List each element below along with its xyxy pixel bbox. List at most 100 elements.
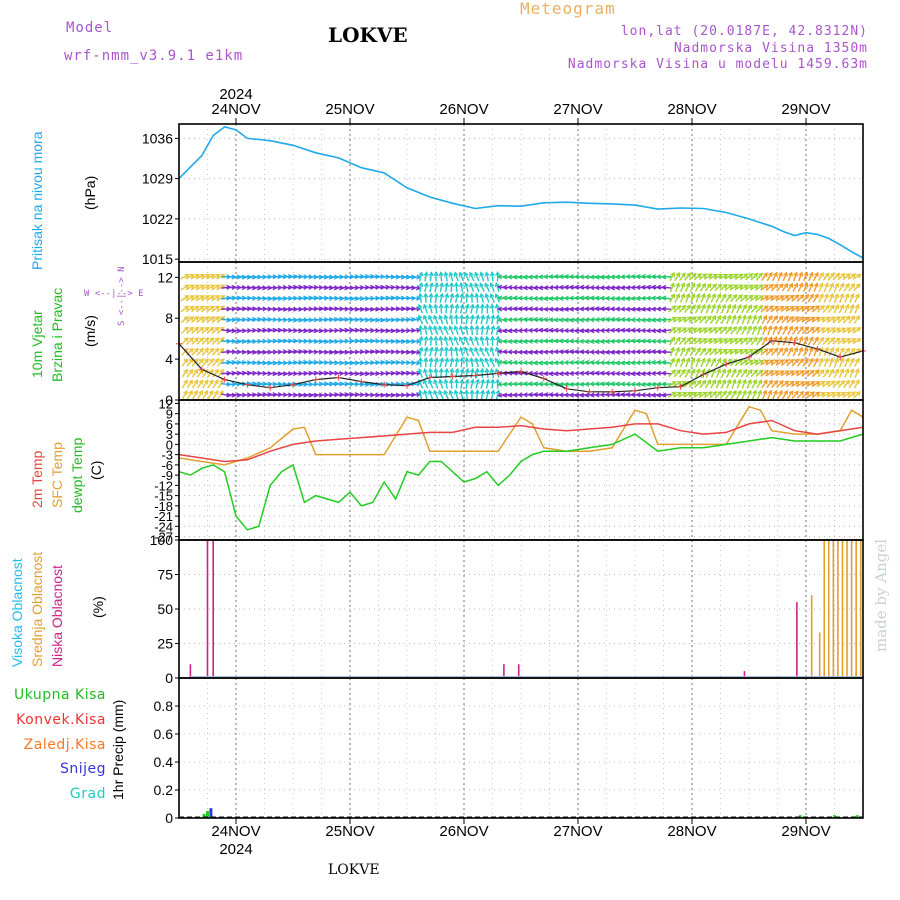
wind-arrow <box>490 315 495 325</box>
wind-arrow-head <box>448 389 454 395</box>
wind-arrow-head <box>533 327 539 333</box>
wind-arrow-head <box>716 368 722 374</box>
wind-arrow-head <box>723 273 729 279</box>
wind-arrow-head <box>731 314 737 320</box>
wind-arrow-head <box>635 338 641 344</box>
wind-arrow-head <box>706 379 712 385</box>
wind-arrow <box>739 273 748 281</box>
wind-arrow <box>853 358 860 367</box>
wind-arrow-head <box>630 371 636 377</box>
wind-arrow <box>652 382 662 386</box>
wind-arrow-head <box>774 295 780 300</box>
wind-arrow-head <box>702 338 708 343</box>
wind-arrow <box>465 315 469 325</box>
wind-arrow-head <box>512 338 518 344</box>
wind-arrow-head <box>533 370 538 376</box>
wind-arrow-head <box>563 274 569 280</box>
wind-arrow <box>803 272 808 282</box>
wind-arrow-head <box>712 391 718 396</box>
wind-arrow <box>475 390 479 400</box>
wind-arrow-head <box>574 381 580 387</box>
wind-arrow <box>689 283 696 292</box>
wind-arrow-head <box>553 392 559 398</box>
wind-arrow-head <box>262 349 268 355</box>
wind-arrow-head <box>469 292 475 298</box>
wind-arrow <box>710 358 716 367</box>
wind-arrow <box>662 308 672 311</box>
wind-arrow-head <box>840 315 846 321</box>
wind-arrow-head <box>594 285 600 291</box>
wind-arrow <box>318 371 328 375</box>
wind-arrow <box>689 304 696 314</box>
wind-arrow-head <box>439 357 445 363</box>
wind-arrow <box>486 336 489 346</box>
wind-arrow-head <box>759 284 764 289</box>
wind-arrow <box>724 326 732 335</box>
wind-arrow-head <box>522 295 528 301</box>
wind-arrow-head <box>422 389 428 395</box>
wind-arrow-head <box>625 381 631 387</box>
wind-arrow-head <box>502 284 508 290</box>
wind-arrow <box>817 369 825 378</box>
wind-arrow-head <box>453 325 459 331</box>
wind-arrow <box>251 318 262 322</box>
wind-arrow-head <box>193 368 199 374</box>
wind-arrow <box>364 382 374 386</box>
wind-arrow <box>796 358 804 367</box>
wind-arrow-head <box>686 337 692 343</box>
wind-arrow <box>750 295 759 302</box>
wind-arrow-head <box>702 273 708 279</box>
wind-arrow-head <box>640 360 646 366</box>
wind-arrow-head <box>721 303 727 309</box>
wind-arrow-head <box>620 349 626 355</box>
wind-arrow-head <box>661 349 667 355</box>
wind-arrow-head <box>548 274 554 280</box>
wind-arrow <box>212 390 219 400</box>
wind-arrow-head <box>681 304 687 310</box>
wind-arrow-head <box>517 328 523 334</box>
wind-arrow-head <box>443 389 449 395</box>
wind-arrow-head <box>743 284 749 290</box>
wind-arrow-head <box>808 271 814 277</box>
wind-arrow <box>761 380 768 389</box>
wind-arrow-head <box>495 335 501 341</box>
wind-arrow <box>703 273 713 280</box>
wind-arrow <box>736 315 741 325</box>
wind-arrow-head <box>748 284 754 290</box>
wind-arrow-head <box>800 316 806 322</box>
wind-arrow-head <box>810 316 816 322</box>
wind-compass-we: W <--|--> E <box>84 289 144 299</box>
wind-arrow-head <box>433 357 439 363</box>
wind-arrow-head <box>651 349 657 355</box>
wind-arrow-head <box>199 295 205 300</box>
wind-arrow-head <box>449 292 455 298</box>
wind-arrow-head <box>599 360 605 366</box>
wind-arrow-head <box>788 325 793 331</box>
wind-arrow <box>761 272 768 281</box>
wind-arrow <box>202 380 209 389</box>
wind-arrow-head <box>742 325 747 331</box>
wind-arrow-head <box>763 348 769 354</box>
wind-arrow <box>400 275 410 279</box>
wind-arrow <box>770 370 779 377</box>
wind-arrow <box>186 390 193 400</box>
wind-arrow-head <box>203 379 209 385</box>
wind-arrow-head <box>676 369 681 375</box>
wind-arrow-head <box>563 381 569 387</box>
wind-arrow-head <box>854 303 860 309</box>
wind-arrow <box>375 361 385 365</box>
wind-arrow-head <box>620 392 626 398</box>
wind-arrow <box>339 393 349 397</box>
y-tick-label: 50 <box>157 601 173 617</box>
wind-arrow-head <box>818 282 824 288</box>
wind-arrow-head <box>538 327 544 333</box>
wind-arrow-head <box>661 381 667 387</box>
wind-arrow <box>217 348 225 356</box>
wind-arrow-head <box>645 338 651 344</box>
wind-arrow-head <box>433 367 439 373</box>
wind-arrow-head <box>484 346 490 352</box>
wind-arrow-head <box>677 316 683 322</box>
wind-arrow-head <box>604 295 610 301</box>
wind-arrow-head <box>474 292 480 298</box>
wind-arrow-head <box>675 357 681 363</box>
